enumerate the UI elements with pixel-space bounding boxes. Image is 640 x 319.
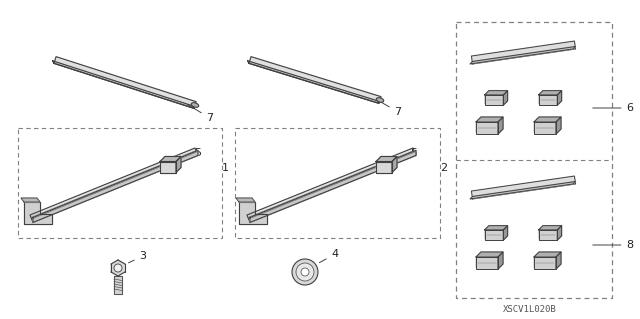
Polygon shape: [503, 226, 508, 240]
Text: 3: 3: [129, 251, 147, 263]
Polygon shape: [21, 198, 40, 202]
Polygon shape: [472, 41, 575, 64]
Polygon shape: [376, 161, 392, 173]
Polygon shape: [250, 151, 416, 222]
Polygon shape: [476, 117, 503, 122]
Polygon shape: [247, 148, 416, 222]
Text: 4: 4: [319, 249, 339, 263]
Polygon shape: [539, 230, 557, 240]
Text: 8: 8: [593, 240, 634, 250]
Polygon shape: [476, 252, 503, 257]
Polygon shape: [176, 157, 181, 173]
Polygon shape: [33, 151, 198, 222]
Polygon shape: [539, 95, 557, 105]
Polygon shape: [470, 182, 575, 199]
Polygon shape: [484, 226, 508, 230]
Text: XSCV1L020B: XSCV1L020B: [503, 306, 557, 315]
Polygon shape: [498, 252, 503, 269]
Polygon shape: [52, 61, 194, 108]
Polygon shape: [111, 260, 125, 276]
Polygon shape: [539, 91, 562, 95]
Circle shape: [301, 268, 309, 276]
Text: 6: 6: [593, 103, 634, 113]
Polygon shape: [484, 95, 503, 105]
Ellipse shape: [191, 103, 199, 107]
Polygon shape: [114, 276, 122, 294]
Polygon shape: [249, 57, 381, 103]
Polygon shape: [484, 91, 508, 95]
Polygon shape: [472, 176, 575, 199]
Polygon shape: [476, 257, 498, 269]
Polygon shape: [539, 226, 562, 230]
Polygon shape: [392, 157, 397, 173]
Polygon shape: [534, 257, 556, 269]
Polygon shape: [239, 202, 267, 224]
Polygon shape: [248, 61, 379, 103]
Text: 7: 7: [188, 104, 214, 123]
Polygon shape: [503, 91, 508, 105]
Polygon shape: [476, 122, 498, 134]
Polygon shape: [534, 122, 556, 134]
Polygon shape: [160, 161, 176, 173]
Polygon shape: [534, 117, 561, 122]
Bar: [456, 22, 612, 298]
Polygon shape: [498, 117, 503, 134]
Circle shape: [292, 259, 318, 285]
Text: 1: 1: [221, 163, 228, 173]
Text: 5: 5: [388, 148, 417, 161]
Bar: [18, 128, 222, 238]
Text: 2: 2: [440, 163, 447, 173]
Polygon shape: [557, 226, 562, 240]
Circle shape: [296, 263, 314, 281]
Circle shape: [114, 264, 122, 272]
Ellipse shape: [376, 98, 384, 102]
Text: 7: 7: [376, 100, 401, 117]
Polygon shape: [557, 91, 562, 105]
Polygon shape: [30, 148, 198, 222]
Polygon shape: [556, 252, 561, 269]
Polygon shape: [24, 202, 52, 224]
Polygon shape: [556, 117, 561, 134]
Polygon shape: [160, 157, 181, 161]
Polygon shape: [470, 47, 575, 64]
Polygon shape: [534, 252, 561, 257]
Polygon shape: [376, 157, 397, 161]
Polygon shape: [484, 230, 503, 240]
Polygon shape: [236, 198, 255, 202]
Polygon shape: [54, 57, 196, 108]
Text: 5: 5: [173, 148, 202, 161]
Bar: [235, 128, 440, 238]
